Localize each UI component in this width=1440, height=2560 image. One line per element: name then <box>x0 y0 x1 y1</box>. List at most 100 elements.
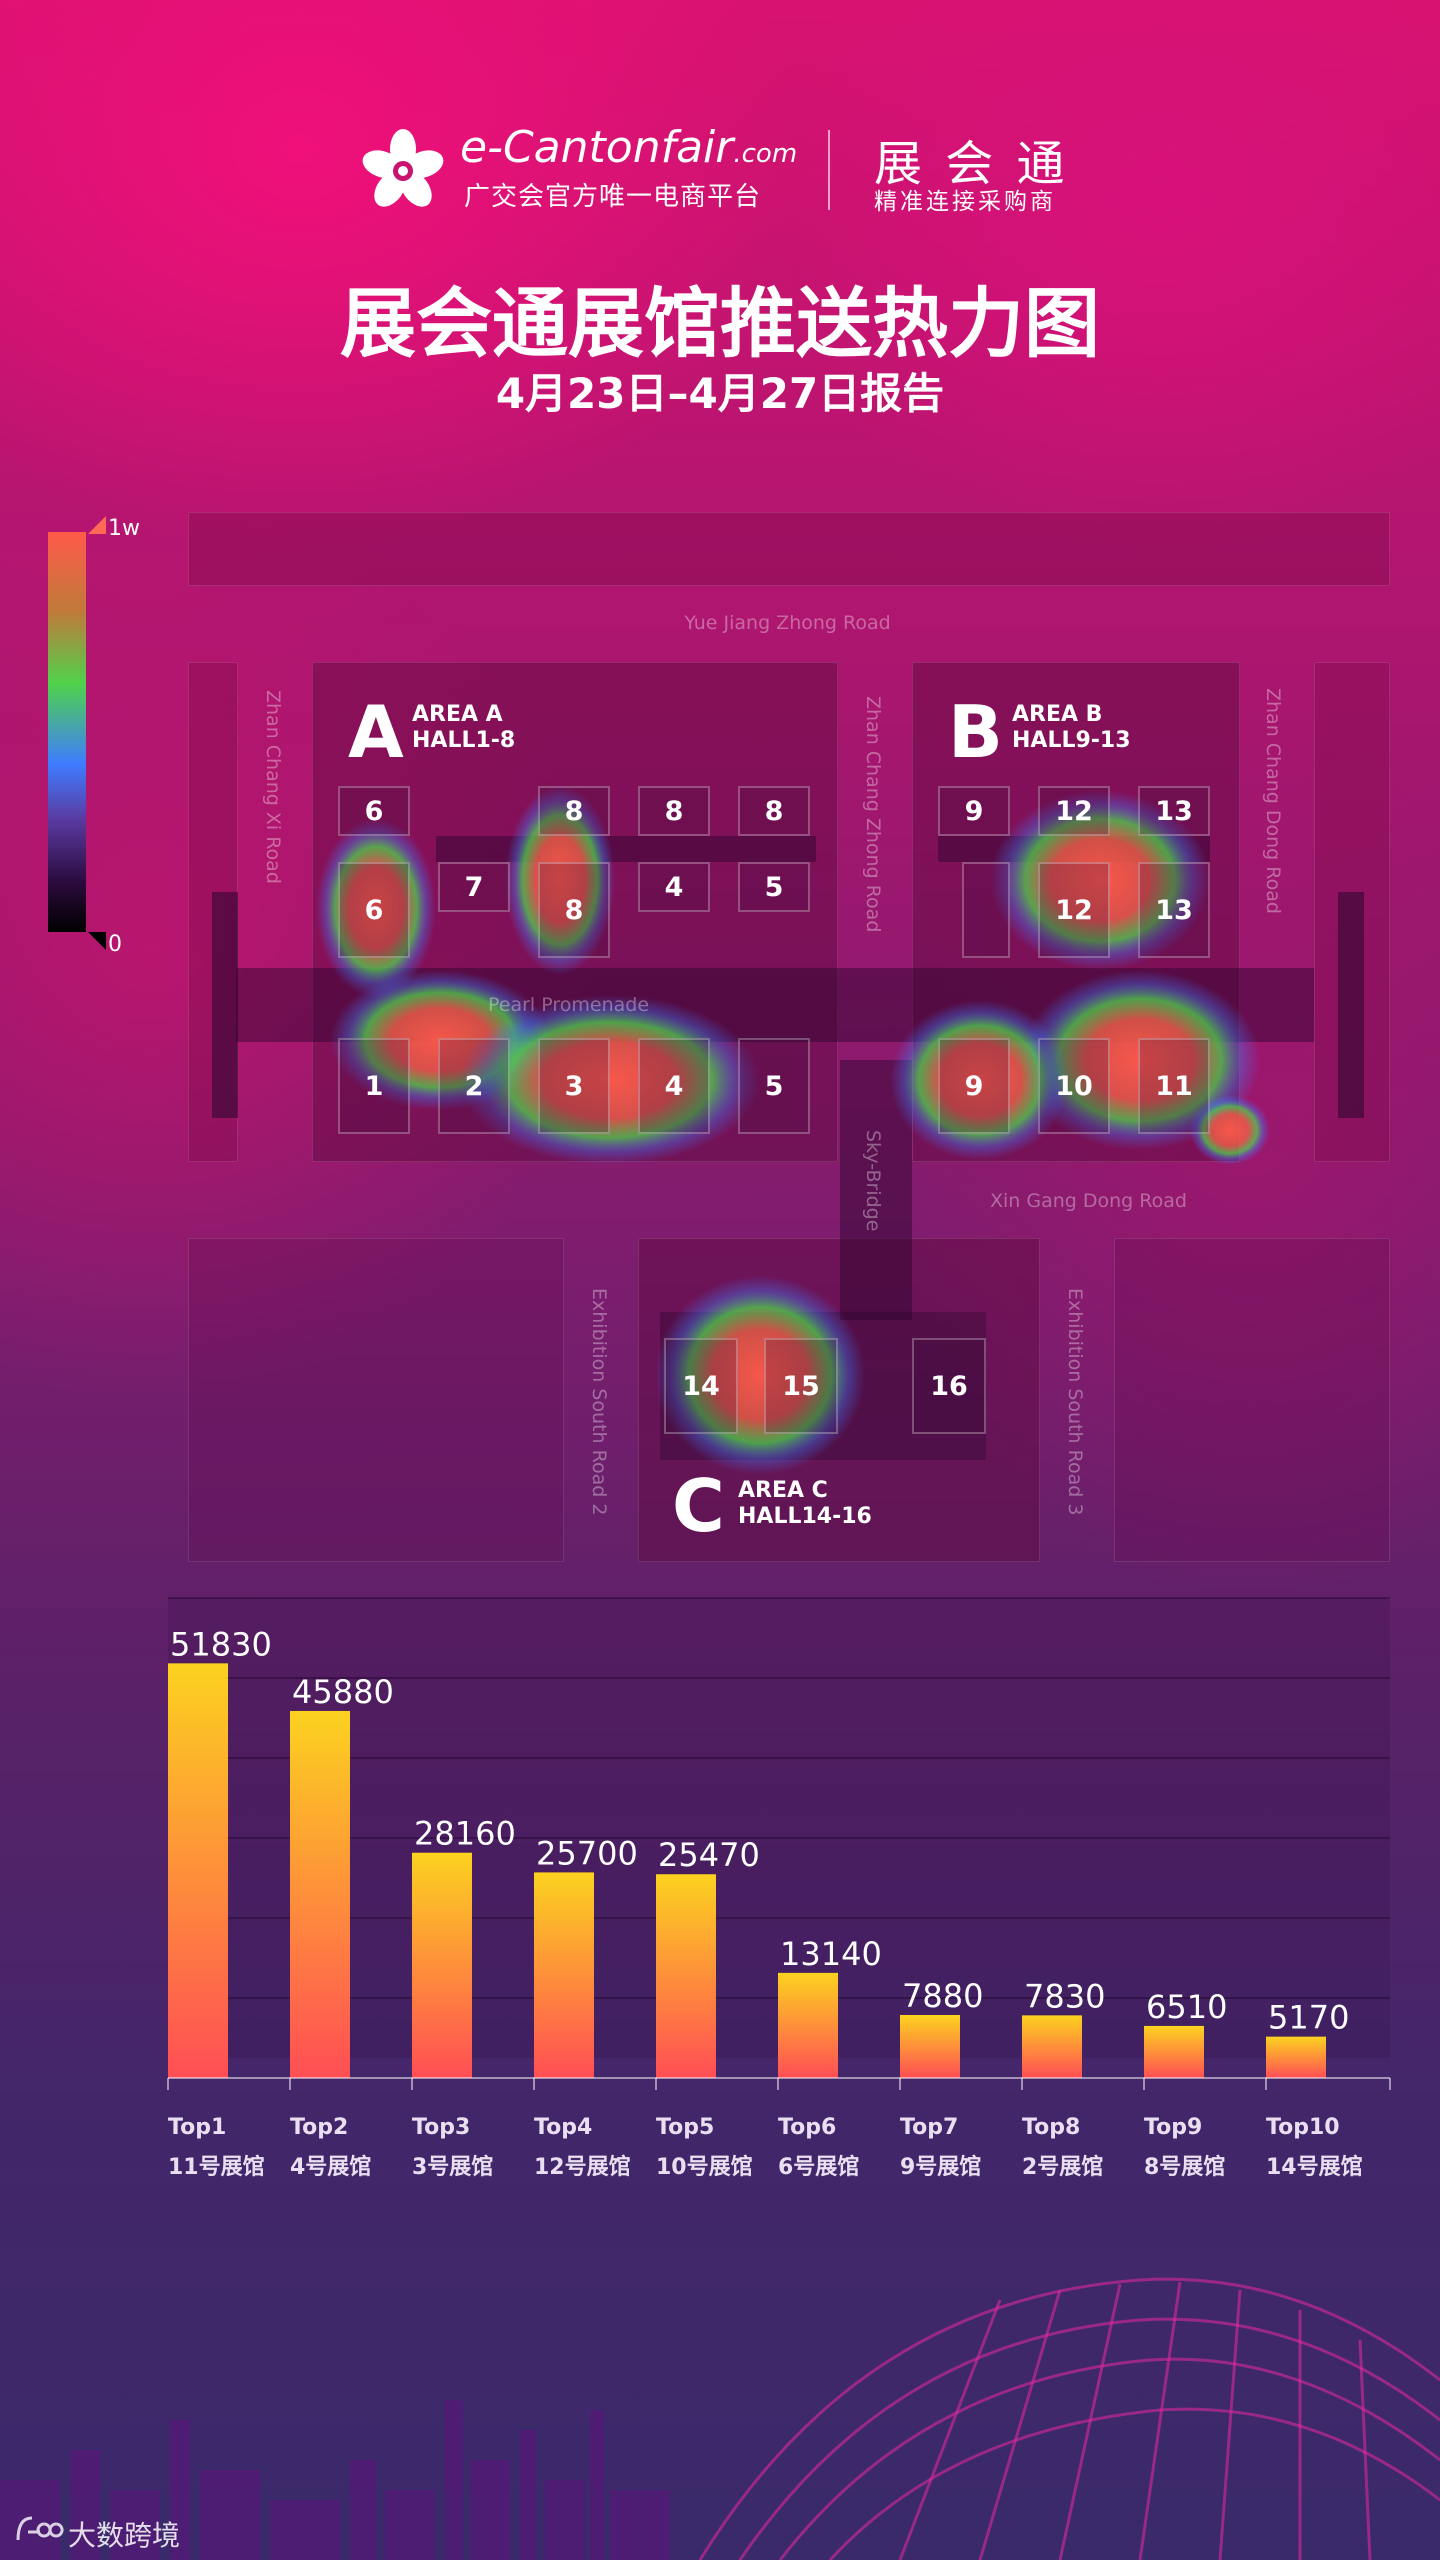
chart-value-label: 25700 <box>536 1834 638 1872</box>
hall-8-lower: 8 <box>538 862 610 958</box>
chart-category-label: Top6 <box>778 2115 836 2140</box>
area-c-name: AREA C <box>738 1478 828 1503</box>
header-divider <box>828 130 830 210</box>
hall-7: 7 <box>438 862 510 912</box>
road-exhibition-south-2: Exhibition South Road 2 <box>588 1288 610 1516</box>
chart-value-label: 25470 <box>658 1836 760 1874</box>
chart-x-ticks <box>167 2078 1391 2090</box>
hall-8-upper-b: 8 <box>638 786 710 836</box>
road-pearl-promenade: Pearl Promenade <box>488 994 650 1016</box>
hall-16: 16 <box>912 1338 986 1434</box>
chart-value-label: 6510 <box>1146 1988 1227 2026</box>
chart-category-label: Top1 <box>168 2115 226 2140</box>
hall-6-upper: 6 <box>338 786 410 836</box>
chart-bar <box>778 1972 838 2078</box>
heatmap-overlay <box>316 785 1270 1475</box>
hall-3: 3 <box>538 1038 610 1134</box>
hall-4-upper: 4 <box>638 862 710 912</box>
area-b-name: AREA B <box>1012 702 1103 727</box>
chart-hall-label: 9号展馆 <box>900 2154 981 2180</box>
area-b-letter: B <box>948 690 1003 774</box>
road-xin-gang-dong: Xin Gang Dong Road <box>990 1190 1187 1212</box>
chart-category-label: Top4 <box>534 2115 592 2140</box>
hall-8-upper-a: 8 <box>538 786 610 836</box>
chart-bar <box>290 1710 350 2078</box>
hall-2: 2 <box>438 1038 510 1134</box>
hall-5-lower: 5 <box>738 1038 810 1134</box>
chart-hall-label: 11号展馆 <box>168 2154 265 2180</box>
hall-15: 15 <box>764 1338 838 1434</box>
south-west-block <box>188 1238 564 1562</box>
hall-4-lower: 4 <box>638 1038 710 1134</box>
chart-hall-label: 2号展馆 <box>1022 2154 1103 2180</box>
skyline-decoration-icon <box>0 2277 1440 2560</box>
page-subtitle: 4月23日–4月27日报告 <box>495 369 945 418</box>
area-a-name: AREA A <box>412 702 503 727</box>
legend-max-triangle-icon <box>88 516 106 534</box>
page-title: 展会通展馆推送热力图 <box>340 279 1100 368</box>
legend-min-label: 0 <box>108 932 122 957</box>
hall-12-lower: 12 <box>1038 862 1110 958</box>
legend-max-label: 1w <box>108 516 140 541</box>
area-a-halls: HALL1-8 <box>412 728 516 753</box>
area-a-letter: A <box>348 690 404 774</box>
top10-bar-chart: 51830 45880 28160 25700 25470 13140 7880 7830 65… <box>167 1597 1391 2180</box>
chart-hall-label: 8号展馆 <box>1144 2154 1225 2180</box>
road-yue-jiang-zhong: Yue Jiang Zhong Road <box>684 612 891 634</box>
chart-bar <box>1144 2025 1204 2078</box>
chart-bar <box>412 1852 472 2078</box>
chart-value-label: 7830 <box>1024 1977 1105 2015</box>
chart-value-labels: 51830 45880 28160 25700 25470 13140 7880 7830 65… <box>170 1625 1349 2036</box>
chart-bar <box>1022 2015 1082 2078</box>
chart-bar <box>656 1874 716 2078</box>
chart-value-label: 13140 <box>780 1935 882 1973</box>
watermark-text: 大数跨境 <box>68 2519 181 2552</box>
road-zhan-chang-zhong: Zhan Chang Zhong Road <box>862 696 884 933</box>
hall-6-lower: 6 <box>338 862 410 958</box>
chart-category-label: Top7 <box>900 2115 958 2140</box>
brand-name: e-Cantonfair.com <box>460 122 798 173</box>
product-subtitle: 精准连接采购商 <box>874 189 1056 215</box>
hall-10: 10 <box>1038 1038 1110 1134</box>
hall-13-upper: 13 <box>1138 786 1210 836</box>
product-name: 展 会 通 <box>874 136 1069 192</box>
hall-13-lower: 13 <box>1138 862 1210 958</box>
legend-min-triangle-icon <box>88 932 106 950</box>
chart-hall-label: 14号展馆 <box>1266 2154 1363 2180</box>
cantonfair-flower-logo-icon <box>362 129 444 207</box>
hall-9-lower: 9 <box>938 1038 1010 1134</box>
chart-value-label: 45880 <box>292 1673 394 1711</box>
hall-12-upper: 12 <box>1038 786 1110 836</box>
hall-11: 11 <box>1138 1038 1210 1134</box>
chart-value-label: 7880 <box>902 1977 983 2015</box>
chart-value-label: 51830 <box>170 1625 272 1663</box>
road-zhan-chang-xi: Zhan Chang Xi Road <box>262 690 284 884</box>
chart-hall-label: 6号展馆 <box>778 2154 859 2180</box>
chart-category-label: Top5 <box>656 2115 714 2140</box>
area-c-letter: C <box>672 1464 725 1548</box>
chart-hall-label: 10号展馆 <box>656 2154 753 2180</box>
road-exhibition-south-3: Exhibition South Road 3 <box>1064 1288 1086 1516</box>
hall-1: 1 <box>338 1038 410 1134</box>
area-c-halls: HALL14-16 <box>738 1504 872 1529</box>
hall-14: 14 <box>664 1338 738 1434</box>
hall-5-upper: 5 <box>738 862 810 912</box>
brand-subtitle: 广交会官方唯一电商平台 <box>464 182 762 212</box>
chart-category-label: Top3 <box>412 2115 470 2140</box>
chart-value-label: 5170 <box>1268 1999 1349 2037</box>
chart-category-label: Top10 <box>1266 2115 1340 2140</box>
top-strip <box>188 512 1390 586</box>
chart-bar <box>534 1872 594 2078</box>
west-bar <box>212 892 238 1118</box>
area-b-halls: HALL9-13 <box>1012 728 1131 753</box>
road-sky-bridge: Sky-Bridge <box>862 1130 884 1232</box>
area-a-inner-bar <box>436 836 816 862</box>
chart-category-label: Top9 <box>1144 2115 1202 2140</box>
chart-bars <box>168 1663 1326 2078</box>
chart-hall-label: 3号展馆 <box>412 2154 493 2180</box>
chart-x-labels: Top1 11号展馆 Top2 4号展馆 Top3 3号展馆 Top4 12号展馆 Top5 10… <box>168 2115 1363 2180</box>
hall-blank <box>962 862 1010 958</box>
chart-hall-label: 4号展馆 <box>290 2154 371 2180</box>
chart-bar <box>900 2014 960 2078</box>
